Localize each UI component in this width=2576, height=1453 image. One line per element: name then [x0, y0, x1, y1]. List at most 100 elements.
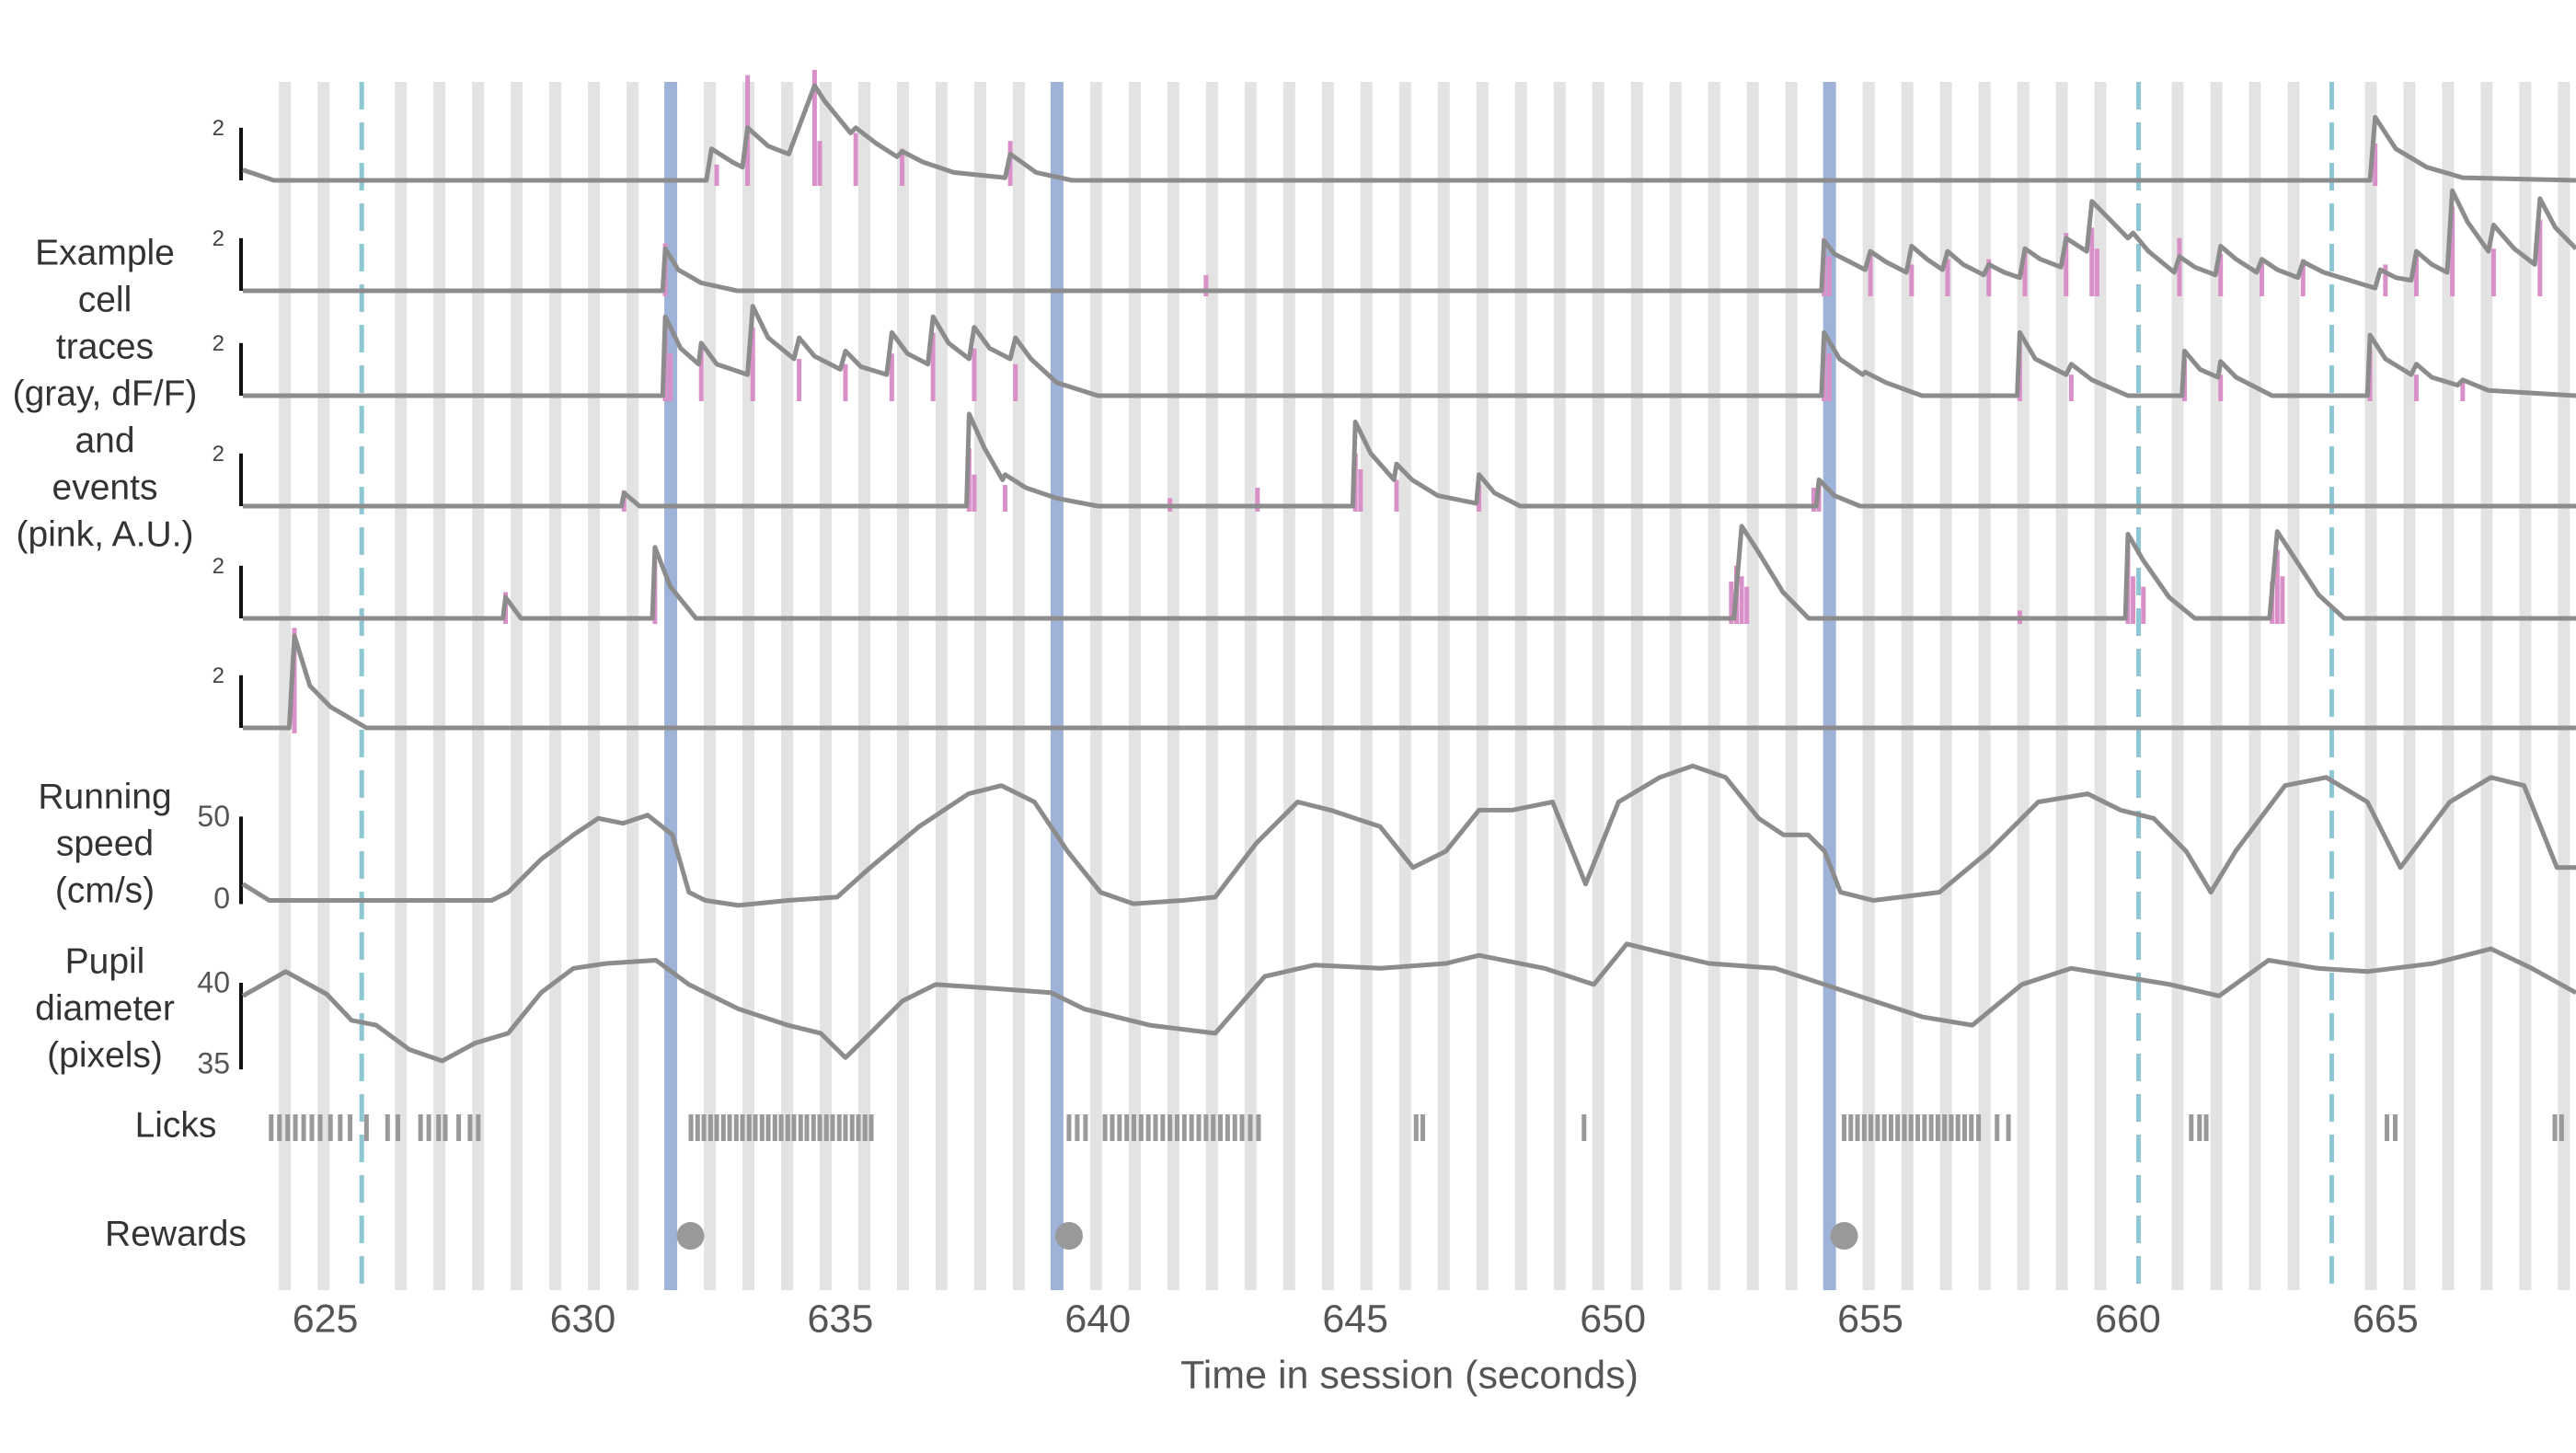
- lick: [798, 1114, 803, 1141]
- flash: [820, 82, 833, 1290]
- flash: [973, 82, 986, 1290]
- licks-label: Licks: [135, 1105, 217, 1145]
- flash: [896, 82, 909, 1290]
- flash: [1669, 82, 1682, 1290]
- flash: [433, 82, 446, 1290]
- lick: [765, 1114, 771, 1141]
- pupil-label: diameter: [35, 988, 175, 1028]
- x-tick-label: 655: [1837, 1297, 1903, 1341]
- lick: [2203, 1114, 2209, 1141]
- lick: [443, 1114, 448, 1141]
- lick: [817, 1114, 822, 1141]
- flash: [1514, 82, 1527, 1290]
- rewards-label: Rewards: [105, 1214, 247, 1253]
- lick: [695, 1114, 700, 1141]
- lick: [1881, 1114, 1887, 1141]
- flash: [1012, 82, 1025, 1290]
- lick: [1413, 1114, 1419, 1141]
- lick: [1995, 1114, 2000, 1141]
- x-tick-label: 640: [1064, 1297, 1131, 1341]
- lick: [1841, 1114, 1846, 1141]
- cells-label: traces: [56, 327, 154, 366]
- lick: [1218, 1114, 1224, 1141]
- cell-trace: [242, 83, 2576, 183]
- lick: [1248, 1114, 1253, 1141]
- x-tick-label: 645: [1322, 1297, 1388, 1341]
- lick: [1066, 1114, 1072, 1141]
- lick: [688, 1114, 694, 1141]
- lick: [1928, 1114, 1934, 1141]
- flash: [395, 82, 408, 1290]
- flash: [2403, 82, 2416, 1290]
- lick: [1203, 1114, 1209, 1141]
- lick: [785, 1114, 790, 1141]
- flash: [627, 82, 639, 1290]
- flash: [317, 82, 330, 1290]
- flash: [1128, 82, 1141, 1290]
- lick: [1420, 1114, 1426, 1141]
- flash: [2480, 82, 2493, 1290]
- lick: [1976, 1114, 1982, 1141]
- flash: [279, 82, 292, 1290]
- lick: [1922, 1114, 1927, 1141]
- cells-label: (pink, A.U.): [17, 514, 194, 554]
- flash: [549, 82, 562, 1290]
- lick: [2197, 1114, 2202, 1141]
- lick: [804, 1114, 810, 1141]
- running-label: Running: [38, 777, 171, 816]
- lick: [778, 1114, 784, 1141]
- cell-trace: [243, 411, 2576, 509]
- pupil-label: (pixels): [47, 1035, 163, 1075]
- cells-label: events: [52, 467, 158, 507]
- x-tick-label: 625: [293, 1297, 359, 1341]
- lick: [740, 1114, 745, 1141]
- x-axis-label: Time in session (seconds): [1180, 1353, 1639, 1397]
- lick: [811, 1114, 816, 1141]
- change-flash: [1050, 82, 1064, 1290]
- lick: [1256, 1114, 1261, 1141]
- cell-trace: [243, 188, 2576, 294]
- lick: [1955, 1114, 1961, 1141]
- lick: [1117, 1114, 1122, 1141]
- flash: [2364, 82, 2377, 1290]
- lick: [830, 1114, 835, 1141]
- lick: [701, 1114, 707, 1141]
- flash: [2055, 82, 2068, 1290]
- lick: [1961, 1114, 1967, 1141]
- lick: [733, 1114, 739, 1141]
- lick: [1888, 1114, 1893, 1141]
- lick: [436, 1114, 442, 1141]
- flash: [2287, 82, 2300, 1290]
- lick: [720, 1114, 726, 1141]
- lick: [856, 1114, 861, 1141]
- flash: [1437, 82, 1450, 1290]
- stimulus-layer: [279, 82, 2570, 1290]
- lick: [1083, 1114, 1088, 1141]
- lick: [363, 1114, 369, 1141]
- lick: [317, 1114, 323, 1141]
- lick: [1942, 1114, 1948, 1141]
- lick: [714, 1114, 719, 1141]
- lick: [759, 1114, 765, 1141]
- lick: [1225, 1114, 1230, 1141]
- flash: [1244, 82, 1257, 1290]
- lick: [301, 1114, 306, 1141]
- lick: [2559, 1114, 2564, 1141]
- lick: [868, 1114, 874, 1141]
- cell-trace: [243, 524, 2576, 621]
- flash: [1939, 82, 1952, 1290]
- cells-label: (gray, dF/F): [13, 374, 198, 413]
- flash: [1630, 82, 1643, 1290]
- lick: [1196, 1114, 1202, 1141]
- lick: [467, 1114, 473, 1141]
- flash: [1708, 82, 1720, 1290]
- lick: [849, 1114, 855, 1141]
- flash: [1746, 82, 1759, 1290]
- cell-trace: [243, 633, 2576, 731]
- lick: [1189, 1114, 1194, 1141]
- scale-bar-label: 2: [213, 331, 224, 356]
- lick: [293, 1114, 298, 1141]
- data-layer: [239, 69, 2576, 1250]
- lick: [338, 1114, 343, 1141]
